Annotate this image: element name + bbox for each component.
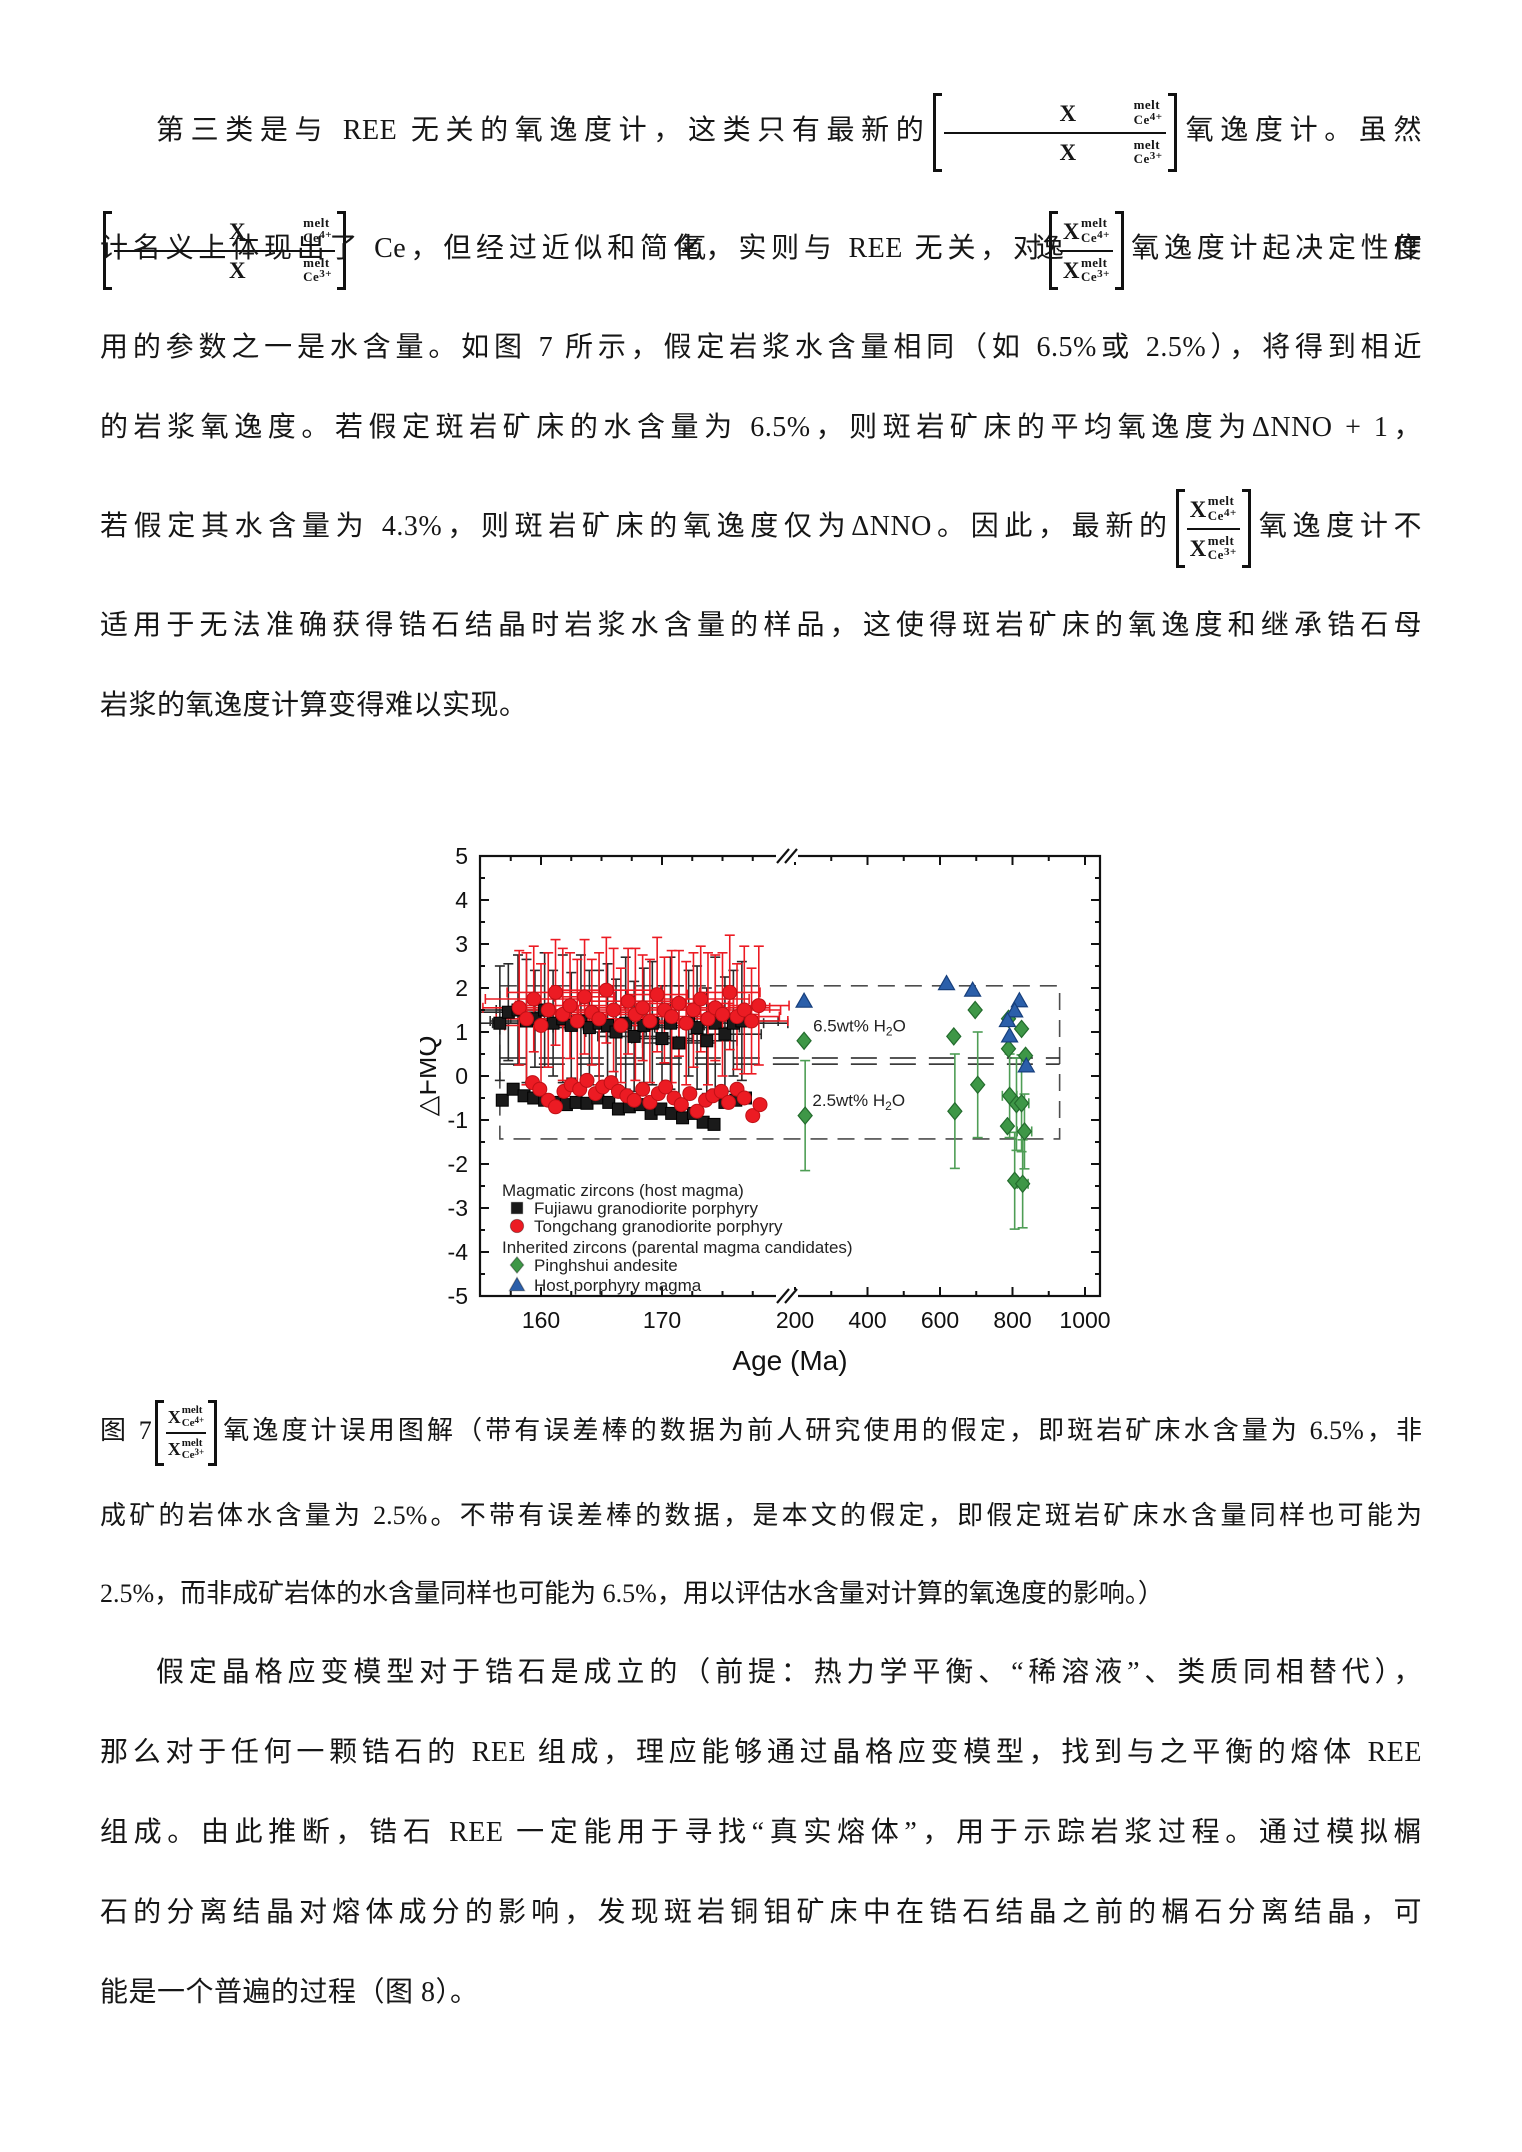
right-bracket xyxy=(208,1400,218,1466)
legend-header: Inherited zircons (parental magma candid… xyxy=(502,1238,853,1257)
text-line: 2.5%，而非成矿岩体的水含量同样也可能为 6.5%，用以评估水含量对计算的氧逸… xyxy=(100,1555,1422,1633)
text-line: 石的分离结晶对熔体成分的影响，发现斑岩铜钼矿床中在锆石结晶之前的榍石分离结晶，可 xyxy=(100,1873,1422,1953)
annotation-h2o: 6.5wt% H2O xyxy=(813,1016,906,1038)
text-run: 氧逸度计误用图解（带有误差棒的数据为前人研究使用的假定，即斑岩矿床水含量为 6.… xyxy=(220,1416,1422,1445)
y-tick-label: -2 xyxy=(448,1151,468,1177)
axis-break-mark xyxy=(784,848,798,864)
figure-7: -5 -4 -3 -2 -1 0 1 2 3 4 5 160 170 200 400 600 800 1000 Ag… xyxy=(420,840,1120,1385)
y-tick-label: -5 xyxy=(448,1283,468,1309)
y-tick-label: 4 xyxy=(455,887,468,913)
y-tick-label: -3 xyxy=(448,1195,468,1221)
left-bracket xyxy=(1048,211,1058,290)
text-run: 那么对于任何一颗锆石的 REE 组成，理应能够通过晶格应变模型，找到与之平衡的熔… xyxy=(100,1737,1422,1768)
legend-item-label: Host porphyry magma xyxy=(534,1276,702,1295)
left-bracket xyxy=(154,1400,164,1466)
right-bracket xyxy=(337,211,347,290)
text-run: 能是一个普遍的过程（图 8）。 xyxy=(100,1977,479,2008)
y-tick-label: -1 xyxy=(448,1107,468,1133)
text-line: 组成。由此推断，锆石 REE 一定能用于寻找“真实熔体”，用于示踪岩浆过程。通过… xyxy=(100,1793,1422,1873)
x-tick-label: 200 xyxy=(776,1307,814,1333)
text-run: 氧逸度计。虽然 xyxy=(1179,115,1422,146)
legend-item-label: Fujiawu granodiorite porphyry xyxy=(534,1199,758,1218)
axis-break-mark xyxy=(776,1288,790,1304)
x-tick-label: 400 xyxy=(848,1307,886,1333)
left-bracket xyxy=(103,211,112,290)
x-axis-label: Age (Ma) xyxy=(732,1345,847,1376)
text-run: 氧逸度计起决定性作 xyxy=(1126,233,1422,264)
text-line: 假定晶格应变模型对于锆石是成立的（前提：热力学平衡、“稀溶液”、类质同相替代）， xyxy=(100,1633,1422,1713)
text-line: 能是一个普遍的过程（图 8）。 xyxy=(100,1953,1422,2033)
axis-break-mark xyxy=(776,848,790,864)
legend-header: Magmatic zircons (host magma) xyxy=(502,1181,744,1200)
text-line: 的岩浆氧逸度。若假定斑岩矿床的水含量为 6.5%，则斑岩矿床的平均氧逸度为ΔNN… xyxy=(100,388,1422,468)
text-run: 第三类是与 REE 无关的氧逸度计，这类只有最新的 xyxy=(156,115,931,146)
figure-7-chart: -5 -4 -3 -2 -1 0 1 2 3 4 5 160 170 200 400 600 800 1000 Ag… xyxy=(420,843,1111,1376)
text-line: 成矿的岩体水含量为 2.5%。不带有误差棒的数据，是本文的假定，即假定斑岩矿床水… xyxy=(100,1477,1422,1555)
text-run: 岩浆的氧逸度计算变得难以实现。 xyxy=(100,690,528,721)
y-tick-label: 5 xyxy=(455,843,468,869)
y-axis-label: △FMQ xyxy=(420,1036,442,1117)
text-run: 用的参数之一是水含量。如图 7 所示，假定岩浆水含量相同（如 6.5%或 2.5… xyxy=(100,332,1422,363)
left-bracket xyxy=(1175,489,1185,568)
right-bracket xyxy=(1114,211,1124,290)
left-bracket xyxy=(933,93,943,172)
axis-break-mark xyxy=(784,1288,798,1304)
x-tick-label: 1000 xyxy=(1059,1307,1110,1333)
right-bracket xyxy=(1167,93,1177,172)
text-line: 岩浆的氧逸度计算变得难以实现。 xyxy=(100,666,1422,746)
legend-item-label: Pinghshui andesite xyxy=(534,1256,678,1275)
text-line: 那么对于任何一颗锆石的 REE 组成，理应能够通过晶格应变模型，找到与之平衡的熔… xyxy=(100,1713,1422,1793)
x-tick-label: 800 xyxy=(993,1307,1031,1333)
annotation-h2o: 2.5wt% H2O xyxy=(812,1091,905,1113)
x-tick-label: 160 xyxy=(522,1307,560,1333)
text-run: 组成。由此推断，锆石 REE 一定能用于寻找“真实熔体”，用于示踪岩浆过程。通过… xyxy=(100,1817,1422,1848)
y-tick-label: 2 xyxy=(455,975,468,1001)
y-tick-label: 1 xyxy=(455,1019,468,1045)
text-line: 适用于无法准确获得锆石结晶时岩浆水含量的样品，这使得斑岩矿床的氧逸度和继承锆石母 xyxy=(100,586,1422,666)
dashed-box xyxy=(499,985,1061,1140)
y-tick-label: 0 xyxy=(455,1063,468,1089)
right-bracket xyxy=(1241,489,1251,568)
y-tick-label: 3 xyxy=(455,931,468,957)
x-tick-label: 600 xyxy=(921,1307,959,1333)
y-tick-label: -4 xyxy=(448,1239,469,1265)
text-run: 若假定其水含量为 4.3%，则斑岩矿床的氧逸度仅为ΔNNO。因此，最新的 xyxy=(100,511,1173,542)
text-run: 成矿的岩体水含量为 2.5%。不带有误差棒的数据，是本文的假定，即假定斑岩矿床水… xyxy=(100,1501,1422,1530)
plot-area xyxy=(481,934,1061,1230)
paragraph-2: 假定晶格应变模型对于锆石是成立的（前提：热力学平衡、“稀溶液”、类质同相替代），… xyxy=(100,1633,1422,2033)
text-run: 石的分离结晶对熔体成分的影响，发现斑岩铜钼矿床中在锆石结晶之前的榍石分离结晶，可 xyxy=(100,1897,1422,1928)
text-run: 计名义上体现出了 Ce，但经过近似和简化，实则与 REE 无关，对 xyxy=(100,233,1046,264)
text-run: 氧逸度计不 xyxy=(1253,511,1422,542)
text-run: 图 7 xyxy=(100,1416,152,1445)
x-tick-label: 170 xyxy=(643,1307,681,1333)
text-run: 假定晶格应变模型对于锆石是成立的（前提：热力学平衡、“稀溶液”、类质同相替代）， xyxy=(156,1657,1422,1688)
text-run: 2.5%，而非成矿岩体的水含量同样也可能为 6.5%，用以评估水含量对计算的氧逸… xyxy=(100,1579,1164,1608)
text-run: 适用于无法准确获得锆石结晶时岩浆水含量的样品，这使得斑岩矿床的氧逸度和继承锆石母 xyxy=(100,610,1422,641)
text-line: 用的参数之一是水含量。如图 7 所示，假定岩浆水含量相同（如 6.5%或 2.5… xyxy=(100,308,1422,388)
text-run: 的岩浆氧逸度。若假定斑岩矿床的水含量为 6.5%，则斑岩矿床的平均氧逸度为ΔNN… xyxy=(100,412,1422,443)
text-run: 氧逸度 xyxy=(349,233,1422,264)
legend-item-label: Tongchang granodiorite porphyry xyxy=(534,1217,783,1236)
